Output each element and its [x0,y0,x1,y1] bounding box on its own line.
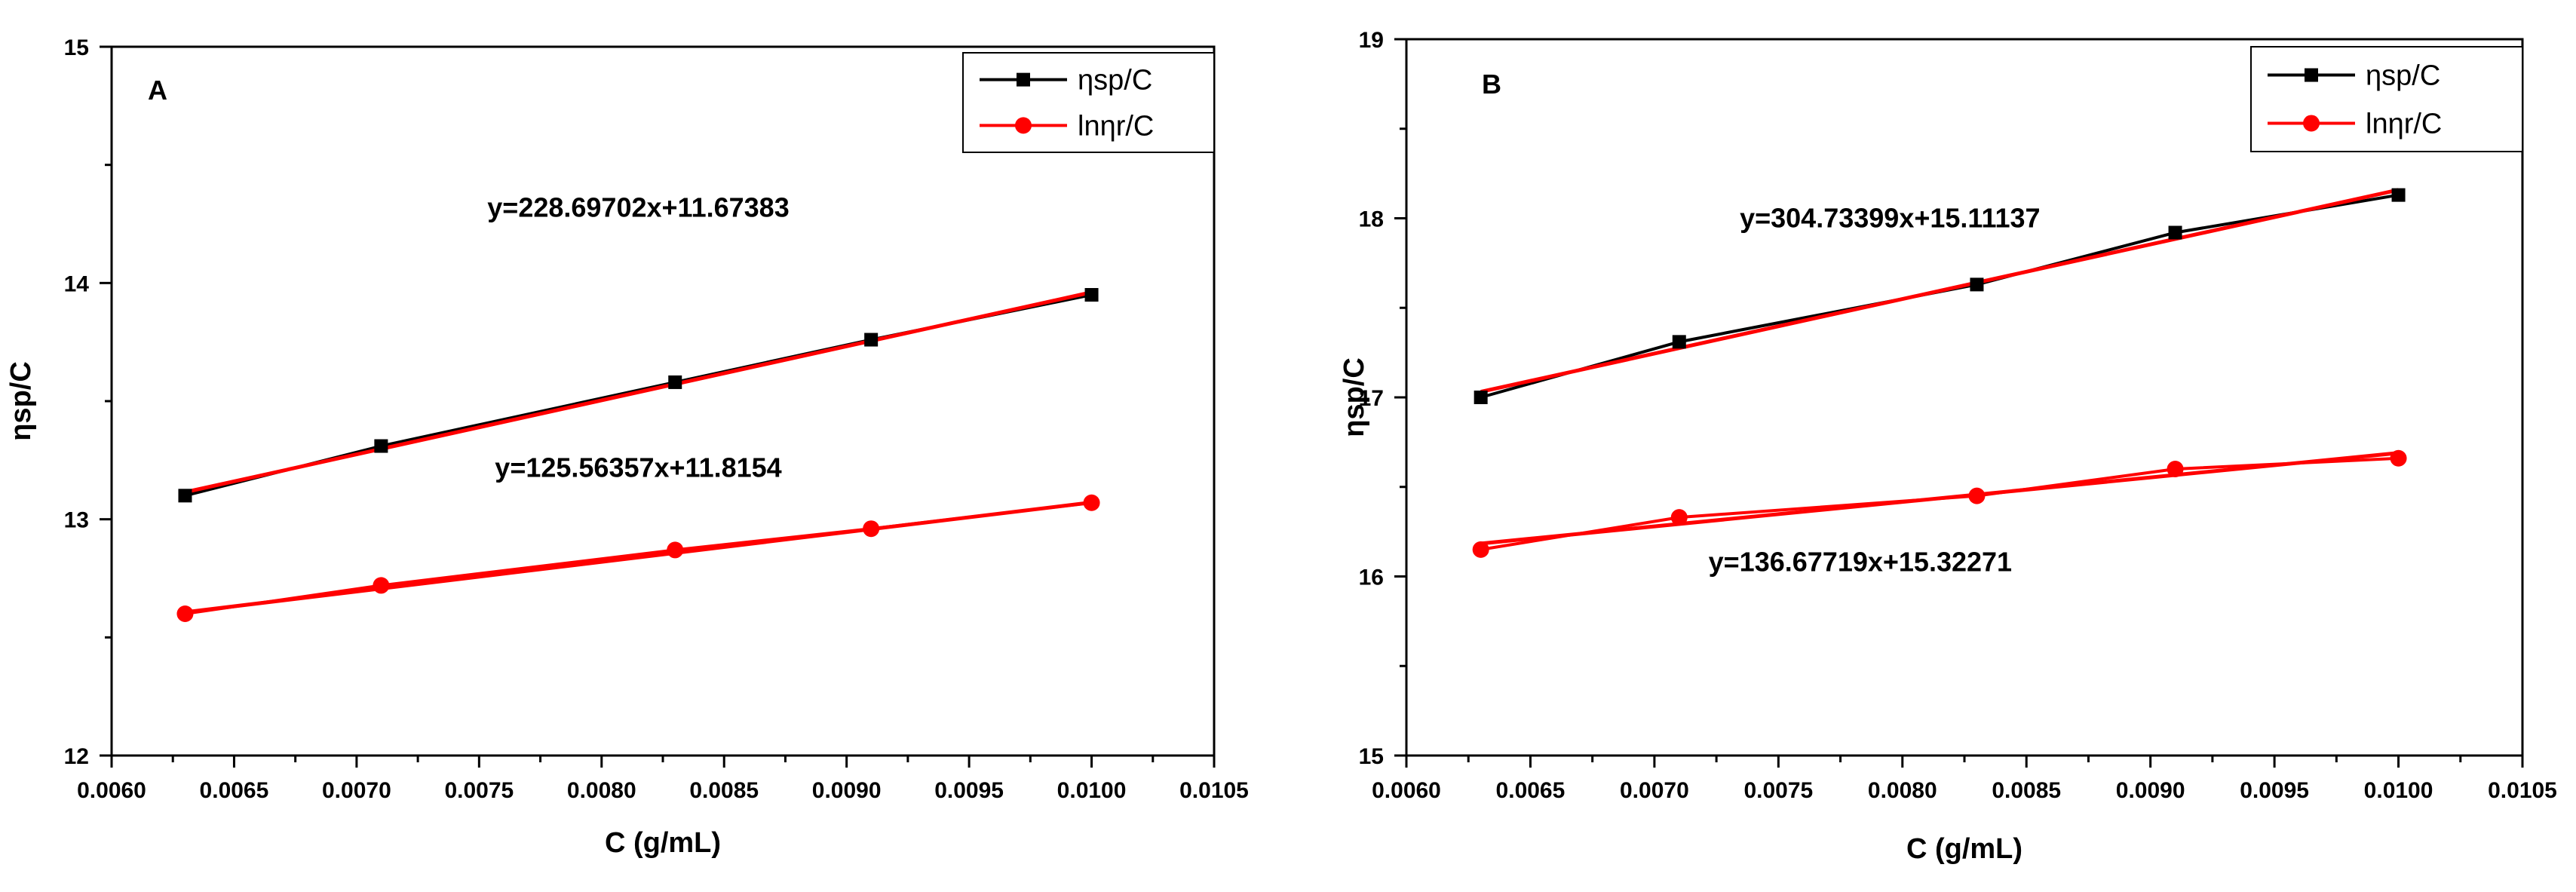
data-point-circle [1670,509,1688,526]
legend-marker-circle [1015,117,1032,134]
data-point-square [2168,225,2182,240]
x-tick-label: 0.0095 [934,778,1004,803]
data-point-square [668,375,682,389]
legend-marker-circle [2303,115,2320,132]
data-point-circle [863,520,880,538]
data-point-square [374,439,388,453]
series-line-1 [1480,456,2399,551]
chart-panel-a: 0.0060 0.0065 0.0070 0.0075 0.0080 0.0085 0.00… [5,35,1249,859]
y-tick-label: 18 [1359,207,1384,232]
data-point-circle [2167,461,2184,477]
data-point-circle [2390,449,2407,467]
fit-line-0 [1480,188,2400,394]
chart-panel-b: 0.0060 0.0065 0.0070 0.0075 0.0080 0.0085 0.00… [1339,28,2557,865]
x-axis-label: C (g/mL) [1906,833,2022,865]
legend: ηsp/C lnηr/C [962,52,1215,153]
legend-box [962,52,1215,153]
data-point-circle [667,541,684,559]
x-tick-label: 0.0075 [1743,778,1813,803]
x-tick-label: 0.0065 [1496,778,1566,803]
y-axis-label: ηsp/C [1339,357,1370,437]
data-point-square [864,333,879,347]
legend-marker-square [1017,72,1030,87]
fit-line-1 [1480,451,2399,546]
x-tick-label: 0.0095 [2240,778,2309,803]
y-tick-label: 16 [1359,566,1384,590]
x-tick-label: 0.0090 [812,778,882,803]
y-tick-label: 15 [64,35,89,60]
y-tick-label: 15 [1359,744,1384,769]
data-point-square [1672,335,1686,349]
data-point-circle [1472,541,1489,558]
data-point-circle [373,577,390,594]
y-tick-label: 14 [64,271,90,296]
x-tick-label: 0.0105 [1179,778,1249,803]
data-point-circle [176,605,194,622]
legend-label: lnηr/C [2366,108,2442,139]
data-point-square [1970,277,1984,292]
legend: ηsp/C lnηr/C [2250,46,2523,152]
fit-equation-label: y=228.69702x+11.67383 [487,192,789,223]
fit-equation-label: y=136.67719x+15.32271 [1709,546,2012,577]
x-tick-label: 0.0065 [200,778,269,803]
x-tick-label: 0.0075 [444,778,514,803]
x-tick-label: 0.0060 [77,778,146,803]
x-axis-label: C (g/mL) [605,827,721,859]
x-tick-label: 0.0060 [1372,778,1441,803]
legend-box [2250,46,2523,152]
legend-label: ηsp/C [1078,65,1152,97]
panel-label: A [148,75,167,106]
legend-marker-square [2305,68,2318,82]
legend-label: ηsp/C [2366,60,2440,92]
panel-label: B [1482,69,1501,100]
fit-line-0 [184,290,1093,495]
x-tick-label: 0.0085 [1992,778,2061,803]
x-tick-label: 0.0105 [2488,778,2557,803]
x-tick-label: 0.0085 [689,778,759,803]
data-point-circle [1083,494,1100,511]
y-tick-label: 17 [1359,386,1384,411]
data-point-square [178,489,192,503]
fit-equation-label: y=125.56357x+11.8154 [495,452,781,483]
x-tick-label: 0.0070 [1620,778,1689,803]
fit-line-1 [185,500,1092,615]
fit-equation-label: y=304.73399x+15.11137 [1740,202,2040,233]
y-tick-label: 19 [1359,28,1384,53]
y-axis-label: ηsp/C [5,361,37,441]
data-point-square [1084,288,1099,302]
y-tick-label: 12 [64,744,89,769]
data-point-circle [1968,487,1986,504]
data-point-square [1474,391,1488,404]
x-tick-label: 0.0080 [1868,778,1937,803]
x-tick-label: 0.0080 [567,778,636,803]
legend-label: lnηr/C [1078,110,1154,142]
x-tick-label: 0.0090 [2116,778,2185,803]
data-point-square [2391,188,2406,202]
x-tick-label: 0.0100 [1057,778,1127,803]
x-tick-label: 0.0070 [322,778,391,803]
x-tick-label: 0.0100 [2364,778,2433,803]
y-tick-label: 13 [64,508,89,533]
